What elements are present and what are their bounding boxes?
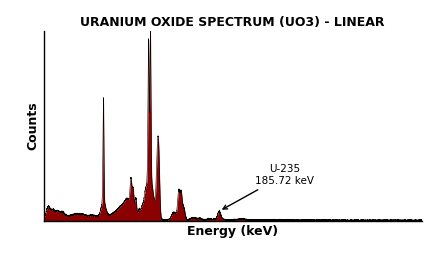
Y-axis label: Counts: Counts [26, 102, 39, 151]
Title: URANIUM OXIDE SPECTRUM (UO3) - LINEAR: URANIUM OXIDE SPECTRUM (UO3) - LINEAR [80, 16, 384, 29]
Text: U-235
185.72 keV: U-235 185.72 keV [223, 164, 313, 209]
X-axis label: Energy (keV): Energy (keV) [187, 225, 278, 238]
